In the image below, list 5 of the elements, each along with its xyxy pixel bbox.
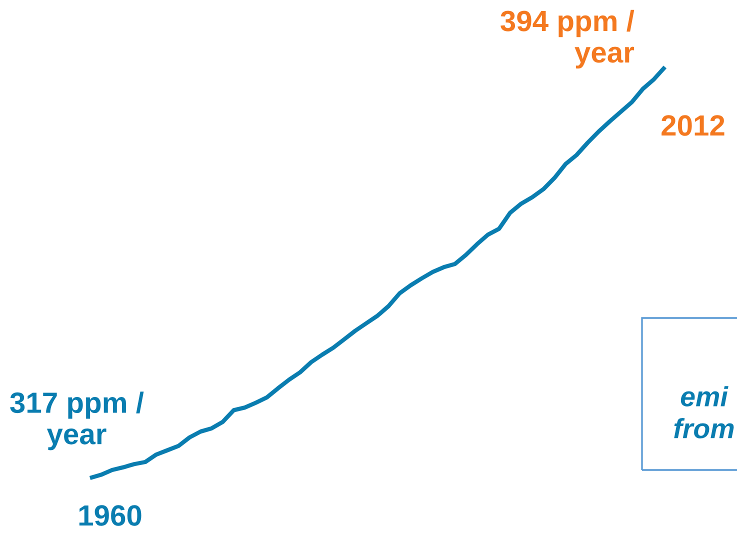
text: emi from [674,386,734,438]
data-label: 394 ppm / year [500,10,634,69]
annotation: 2012 [662,115,724,136]
data-label: 317 ppm / year [10,392,144,450]
text: 1960 [79,505,142,526]
